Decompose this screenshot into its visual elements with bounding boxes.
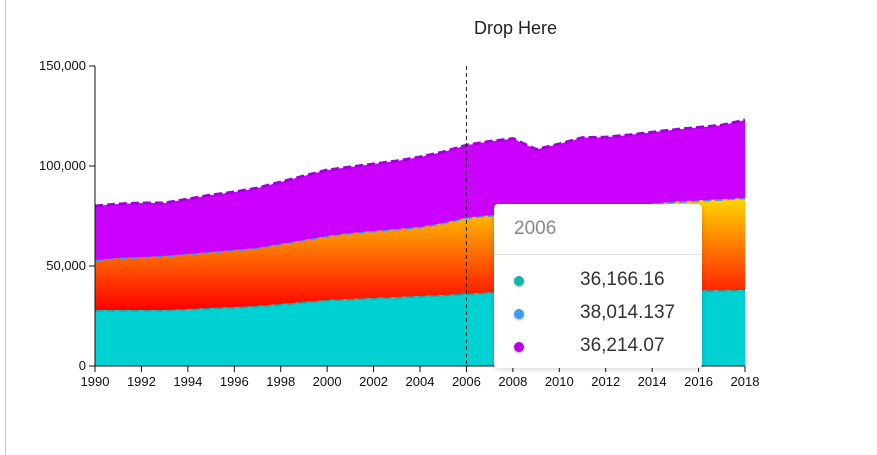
x-tick-label-11: 2012 <box>591 374 620 389</box>
y-tick-label-1: 50,000 <box>46 258 86 273</box>
axes: 0 50,000 100,000 150,000 1990 1992 1994 1996 199… <box>39 58 759 389</box>
x-tick-label-5: 2000 <box>313 374 342 389</box>
x-tick-label-13: 2016 <box>684 374 713 389</box>
drop-zone-label[interactable]: Drop Here <box>474 18 558 38</box>
left-border-line <box>5 0 6 455</box>
series-1-dot-icon <box>514 276 524 286</box>
y-tick-label-0: 0 <box>79 358 86 373</box>
x-tick-label-8: 2006 <box>452 374 481 389</box>
x-tick-label-0: 1990 <box>81 374 110 389</box>
x-tick-label-10: 2010 <box>545 374 574 389</box>
x-tick-label-7: 2004 <box>406 374 435 389</box>
y-tick-label-2: 100,000 <box>39 158 86 173</box>
tooltip-value-3: 36,214.07 <box>580 335 665 356</box>
y-tick-label-3: 150,000 <box>39 58 86 73</box>
x-tick-label-12: 2014 <box>638 374 667 389</box>
tooltip-row-1: 36,166.16 <box>494 266 702 296</box>
x-tick-label-6: 2002 <box>359 374 388 389</box>
tooltip-divider <box>494 254 702 255</box>
x-tick-label-4: 1998 <box>266 374 295 389</box>
series-2-dot-icon <box>514 309 524 319</box>
area-series-3 <box>95 120 745 260</box>
tooltip-title: 2006 <box>514 218 557 239</box>
series-3-top-line <box>94 118 746 208</box>
tooltip-value-2: 38,014.137 <box>580 302 676 323</box>
tooltip-value-1: 36,166.16 <box>580 269 665 290</box>
x-tick-label-1: 1992 <box>127 374 156 389</box>
tooltip-row-2: 38,014.137 <box>494 299 702 329</box>
x-tick-label-9: 2008 <box>498 374 527 389</box>
x-tick-label-2: 1994 <box>173 374 202 389</box>
tooltip: 2006 36,166.16 38,014.137 36,214.07 <box>494 204 702 368</box>
tooltip-row-3: 36,214.07 <box>494 332 702 362</box>
series-3-dot-icon <box>514 342 524 352</box>
x-tick-label-3: 1996 <box>220 374 249 389</box>
x-tick-label-14: 2018 <box>731 374 760 389</box>
